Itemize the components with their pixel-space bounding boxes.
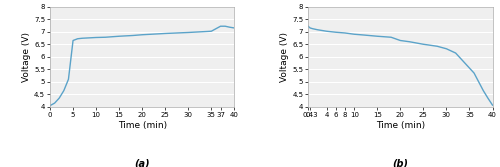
X-axis label: Time (min): Time (min) <box>376 121 425 130</box>
X-axis label: Time (min): Time (min) <box>118 121 167 130</box>
Y-axis label: Voltage (V): Voltage (V) <box>22 32 31 82</box>
Text: (b): (b) <box>392 159 408 167</box>
Text: (a): (a) <box>134 159 150 167</box>
Y-axis label: Voltage (V): Voltage (V) <box>280 32 289 82</box>
